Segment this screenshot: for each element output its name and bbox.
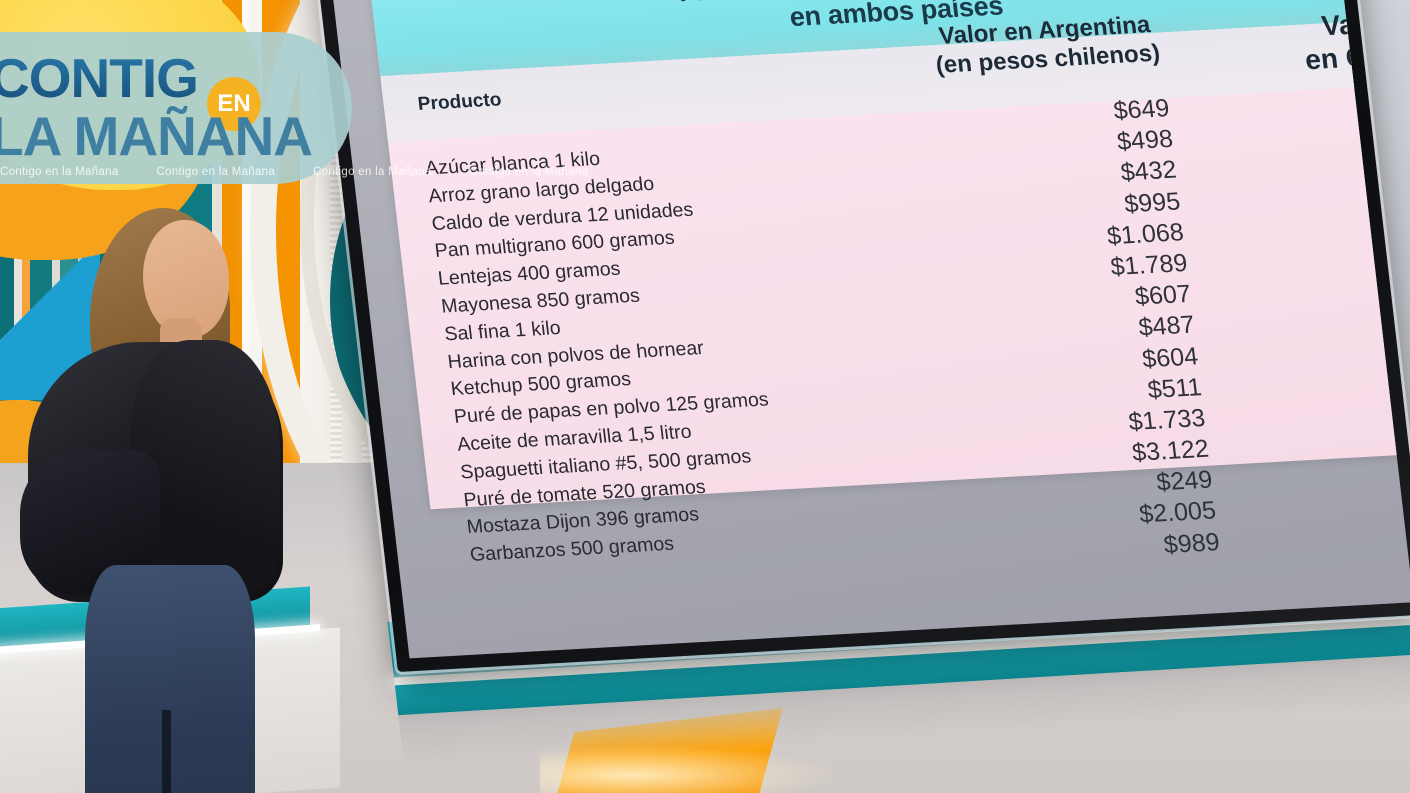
logo-text-la-manana: LA MAÑANA bbox=[0, 105, 313, 167]
presenter-figure bbox=[10, 190, 310, 793]
product-name-column: Azúcar blanca 1 kilo Arroz grano largo de… bbox=[424, 133, 942, 573]
column-header-producto: Producto bbox=[416, 89, 503, 115]
logo-watermark-item: Contigo en la Mañana bbox=[156, 166, 276, 178]
studio-display-screen: Precios de algunos artículos de m en amb… bbox=[307, 0, 1410, 672]
logo-text-contigo: CONTIG bbox=[0, 46, 199, 110]
presenter-leg-seam bbox=[162, 710, 171, 793]
argentina-price-column: $649 $498 $432 $995 $1.068 $1.789 $607 $487 $604… bbox=[858, 94, 1252, 578]
program-logo-bug: CONTIG EN LA MAÑANA bbox=[0, 32, 352, 184]
logo-watermark-item: Contigo en la Mañana bbox=[313, 166, 432, 178]
logo-badge-en: EN bbox=[207, 77, 261, 131]
display-surface: Precios de algunos artículos de m en amb… bbox=[321, 0, 1410, 659]
logo-watermark-item: Contigo en la Mañana bbox=[0, 166, 119, 178]
display-bezel: Precios de algunos artículos de m en amb… bbox=[307, 0, 1410, 672]
logo-watermark-ticker: Contigo en la Mañana Contigo en la Mañana… bbox=[0, 166, 588, 178]
logo-watermark-item: Contigo en la Mañana bbox=[469, 166, 589, 178]
price-comparison-slide: Precios de algunos artículos de m en amb… bbox=[370, 0, 1410, 566]
